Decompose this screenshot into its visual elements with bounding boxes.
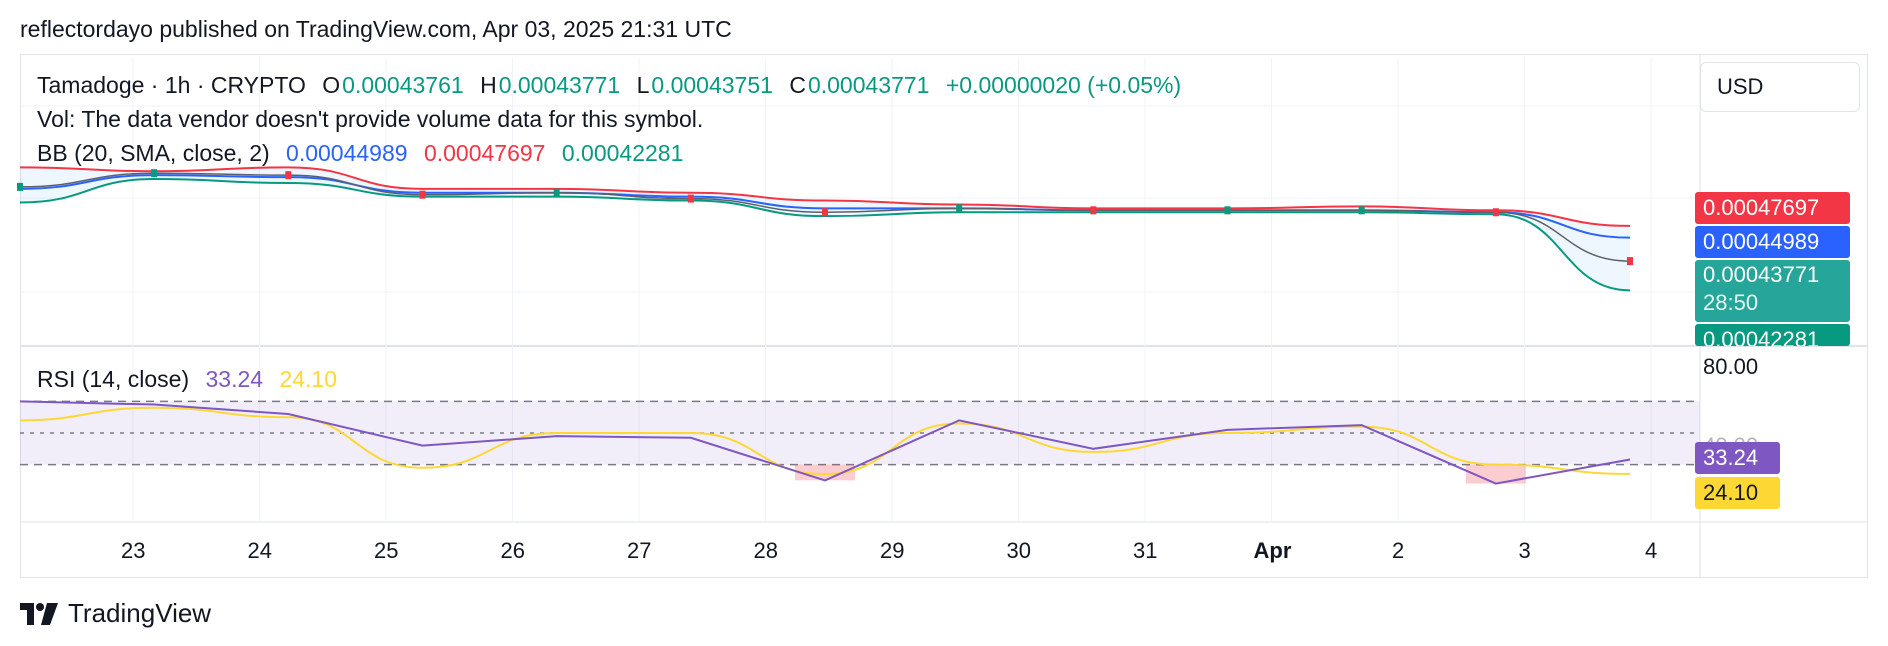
open-label: O bbox=[322, 72, 341, 98]
rsi-ma-line bbox=[19, 406, 1631, 476]
x-tick-label: 2 bbox=[1392, 538, 1405, 563]
chart-frame[interactable] bbox=[20, 54, 1868, 578]
close-label: C bbox=[789, 72, 806, 98]
x-tick-label: 29 bbox=[880, 538, 905, 563]
volume-note: Vol: The data vendor doesn't provide vol… bbox=[37, 106, 704, 132]
bb-legend[interactable]: BB (20, SMA, close, 2) 0.00044989 0.0004… bbox=[37, 140, 685, 167]
x-tick-label: 4 bbox=[1645, 538, 1658, 563]
published-line: reflectordayo published on TradingView.c… bbox=[20, 16, 732, 42]
candle bbox=[419, 190, 426, 199]
rsi-legend[interactable]: RSI (14, close) 33.24 24.10 bbox=[37, 366, 339, 393]
x-tick-label: 28 bbox=[753, 538, 778, 563]
x-tick-label: 23 bbox=[121, 538, 146, 563]
candle bbox=[1224, 206, 1231, 215]
currency-selector[interactable]: USD bbox=[1700, 62, 1860, 112]
candle bbox=[285, 171, 292, 180]
bb-upper-tag: 0.00047697 bbox=[1695, 192, 1850, 224]
bb-basis-value: 0.00044989 bbox=[286, 140, 408, 166]
candle bbox=[553, 188, 560, 197]
rsi-value: 33.24 bbox=[205, 366, 264, 392]
bar-countdown: 28:50 bbox=[1703, 290, 1759, 315]
open-value: 0.00043761 bbox=[342, 72, 464, 98]
last-price-tag: 0.00043771 28:50 bbox=[1695, 260, 1850, 322]
x-tick-label: 24 bbox=[247, 538, 272, 563]
x-tick-label: 26 bbox=[500, 538, 525, 563]
candle bbox=[151, 169, 158, 178]
bb-label: BB (20, SMA, close, 2) bbox=[37, 140, 270, 166]
rsi-ma-tag: 24.10 bbox=[1695, 477, 1780, 509]
candle bbox=[1492, 208, 1499, 217]
rsi-ma-value: 24.10 bbox=[279, 366, 338, 392]
tradingview-brand[interactable]: TradingView bbox=[20, 598, 211, 629]
rsi-oversold-fill bbox=[1465, 464, 1526, 484]
candle bbox=[1358, 206, 1365, 215]
symbol-label[interactable]: Tamadoge · 1h · CRYPTO bbox=[37, 72, 306, 98]
last-price-value: 0.00043771 bbox=[1703, 262, 1820, 287]
tradingview-logo-icon bbox=[20, 602, 58, 625]
high-value: 0.00043771 bbox=[498, 72, 621, 98]
ohlc-legend: Tamadoge · 1h · CRYPTO O0.00043761 H0.00… bbox=[37, 72, 1183, 99]
candle bbox=[1090, 206, 1097, 215]
candle bbox=[956, 204, 963, 213]
rsi-scale-80: 80.00 bbox=[1703, 354, 1759, 379]
x-tick-label: 30 bbox=[1006, 538, 1031, 563]
low-value: 0.00043751 bbox=[651, 72, 773, 98]
bb-lower-line bbox=[19, 178, 1631, 292]
candle bbox=[1627, 257, 1633, 266]
low-label: L bbox=[636, 72, 650, 98]
bb-lower-tag: 0.00042281 bbox=[1695, 324, 1850, 346]
x-tick-label: Apr bbox=[1253, 538, 1292, 563]
change-value: +0.00000020 (+0.05%) bbox=[945, 72, 1182, 98]
rsi-line bbox=[19, 400, 1631, 485]
bb-band-fill bbox=[20, 167, 1630, 291]
candle bbox=[822, 208, 828, 217]
high-label: H bbox=[480, 72, 497, 98]
x-tick-label: 25 bbox=[374, 538, 399, 563]
bb-basis-tag: 0.00044989 bbox=[1695, 226, 1850, 258]
x-tick-label: 27 bbox=[627, 538, 652, 563]
close-value: 0.00043771 bbox=[807, 72, 930, 98]
candle bbox=[17, 182, 23, 191]
candle bbox=[687, 194, 694, 203]
rsi-label: RSI (14, close) bbox=[37, 366, 190, 392]
x-tick-label: 3 bbox=[1518, 538, 1531, 563]
bb-lower-value: 0.00042281 bbox=[561, 140, 684, 166]
x-tick-label: 31 bbox=[1133, 538, 1158, 563]
brand-name: TradingView bbox=[68, 598, 212, 628]
rsi-value-tag: 33.24 bbox=[1695, 442, 1780, 474]
bb-upper-value: 0.00047697 bbox=[423, 140, 546, 166]
